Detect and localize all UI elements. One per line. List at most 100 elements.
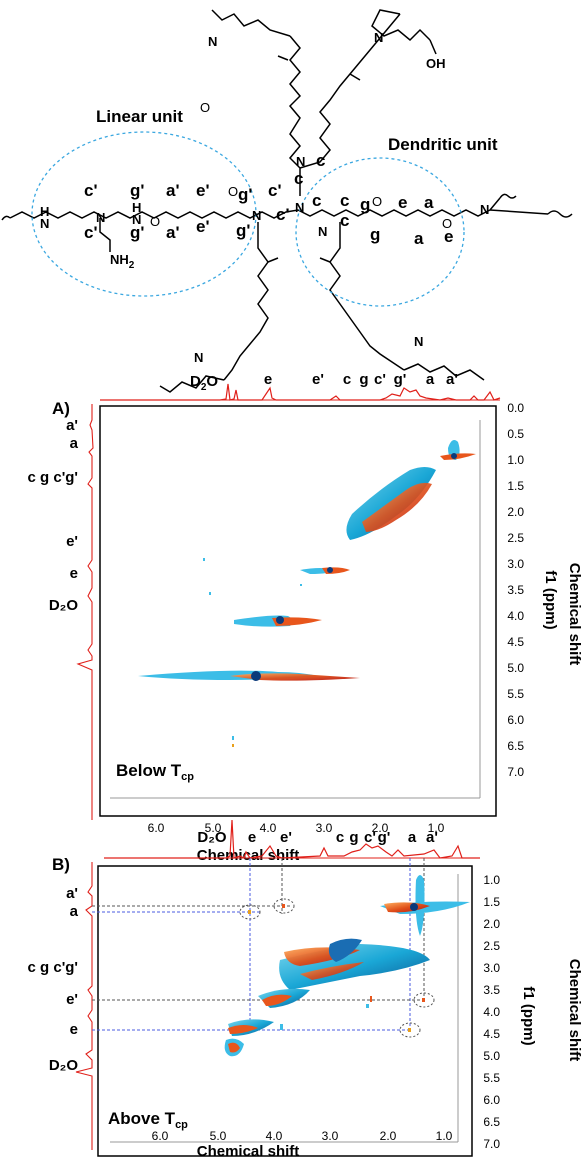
panel-a-xtick-4: 4.0: [260, 821, 277, 835]
atom-n-3: H: [132, 200, 141, 215]
panel-b-ytick-11: 6.5: [483, 1115, 500, 1129]
panel-a-top-peak-3: c: [343, 371, 351, 388]
panel-a-side-peak-4: e: [70, 565, 78, 582]
atom-n-topright: N: [374, 30, 383, 45]
panel-a-ytick-5: 2.5: [507, 531, 524, 545]
label-g-prime-2: g': [130, 223, 144, 242]
panel-b-top-peak-5: c': [364, 829, 376, 846]
contour-b-eprime-red: [262, 994, 292, 1006]
panel-a-side-peak-2: c g c'g': [28, 469, 78, 486]
panel-b-ytick-3: 2.5: [483, 939, 500, 953]
atom-n-center: N: [252, 208, 261, 223]
panel-b-top-peak-7: a: [408, 829, 417, 846]
label-c-prime-2: c': [84, 223, 98, 242]
label-g-prime-1: g': [130, 181, 144, 200]
contour-a-eprime-red: [322, 567, 350, 574]
panel-b-top-peak-6: g': [378, 829, 391, 846]
panel-b-side-peak-1: a: [70, 903, 79, 920]
panel-a-ytick-1: 0.5: [507, 427, 524, 441]
label-c-3: c: [316, 151, 325, 170]
atom-o-3: O: [228, 184, 238, 199]
panel-b-ytick-6: 4.0: [483, 1005, 500, 1019]
panel-b-xtick-2: 2.0: [380, 1129, 397, 1143]
contour-a-d2o-red: [230, 673, 360, 681]
panel-b: B): [52, 819, 583, 1159]
panel-a-ytick-6: 3.0: [507, 557, 524, 571]
panel-a-side-peak-3: e': [66, 533, 78, 550]
panel-a-ytick-10: 5.0: [507, 661, 524, 675]
panel-b-ytick-5: 3.5: [483, 983, 500, 997]
panel-b-top-peak-3: c: [336, 829, 344, 846]
label-c-prime-1: c': [84, 181, 98, 200]
panel-a-frame: [99, 405, 497, 817]
cross-peak-circle-1: [239, 904, 261, 920]
panel-a-top-peak-6: g': [394, 371, 407, 388]
cross-peak-circle-3: [413, 992, 435, 1008]
panel-a-top-peak-4: g: [359, 371, 368, 388]
panel-b-xtick-6: 6.0: [152, 1129, 169, 1143]
panel-b-y-side-label: Chemical shift: [566, 959, 583, 1062]
panel-b-ytick-4: 3.0: [483, 961, 500, 975]
panel-a-label: A): [52, 399, 70, 418]
panel-b-guides: [92, 858, 425, 1031]
atom-n-botright: N: [414, 334, 423, 349]
atom-o-2: O: [150, 214, 160, 229]
contour-a-spot-4: [232, 744, 234, 747]
panel-a-ytick-8: 4.0: [507, 609, 524, 623]
panel-b-frame: [97, 865, 473, 1157]
panel-b-xtick-4: 4.0: [266, 1129, 283, 1143]
contour-b-d2o-red: [228, 1042, 240, 1053]
atom-n-5: N: [318, 224, 327, 239]
atom-o-5: O: [372, 194, 382, 209]
polymer-structure: [1, 9, 573, 393]
panel-a: A): [52, 383, 583, 864]
panel-a-ytick-12: 6.0: [507, 713, 524, 727]
panel-b-ytick-7: 4.5: [483, 1027, 500, 1041]
panel-b-side-peak-0: a': [66, 885, 78, 902]
panel-b-contours: [224, 875, 470, 1057]
panel-b-ytick-9: 5.5: [483, 1071, 500, 1085]
panel-b-side-peak-5: D₂O: [49, 1057, 78, 1074]
label-e-2: e: [444, 227, 453, 246]
cross-peak-spot-4: [408, 1028, 411, 1032]
panel-a-top-peak-2: e': [312, 371, 324, 388]
panel-b-ytick-1: 1.5: [483, 895, 500, 909]
linear-unit-circle: [31, 131, 257, 297]
contour-a-cg-red: [362, 482, 432, 532]
dendritic-unit-title: Dendritic unit: [388, 135, 498, 154]
panel-b-top-peak-2: e': [280, 829, 292, 846]
label-c-5: c: [340, 211, 349, 230]
panel-b-ytick-8: 5.0: [483, 1049, 500, 1063]
atom-o-4: O: [442, 216, 452, 231]
panel-a-top-peak-5: c': [374, 371, 386, 388]
panel-b-top-peak-4: g: [349, 829, 358, 846]
panel-b-top-peak-8: a': [426, 829, 438, 846]
cross-peak-spot-3: [422, 998, 425, 1002]
panel-b-xtick-3: 3.0: [322, 1129, 339, 1143]
atom-n-3b: N: [132, 212, 141, 227]
panel-b-xtick-5: 5.0: [210, 1129, 227, 1143]
contour-a-spot-1: [203, 558, 205, 561]
label-g-1: g: [360, 195, 370, 214]
panel-a-y-side-label: Chemical shift: [566, 563, 583, 666]
panel-a-xtick-6: 6.0: [148, 821, 165, 835]
label-a-prime-1: a': [166, 181, 180, 200]
contour-a-eprime-core: [327, 567, 333, 573]
panel-a-condition: Below Tcp: [116, 761, 194, 783]
panel-a-xtick-5: 5.0: [205, 821, 222, 835]
panel-b-top-peak-0: D₂O: [197, 829, 226, 846]
panel-a-side-spectrum: [76, 404, 94, 820]
backbone-chain: [9, 209, 491, 219]
panel-b-ytick-10: 6.0: [483, 1093, 500, 1107]
panel-a-xtick-2: 2.0: [372, 821, 389, 835]
cross-peak-spot-1: [248, 910, 251, 914]
atom-n-topleft: N: [208, 34, 217, 49]
cross-peak-spot-2: [282, 904, 285, 908]
contour-a-a-red: [440, 453, 476, 460]
atom-n-botleft: N: [194, 350, 203, 365]
panel-a-side-peak-5: D₂O: [49, 597, 78, 614]
contour-a-spot-3: [232, 736, 234, 740]
panel-b-cross-peak-circles: [239, 898, 435, 1038]
panel-a-top-peak-8: a': [446, 371, 458, 388]
